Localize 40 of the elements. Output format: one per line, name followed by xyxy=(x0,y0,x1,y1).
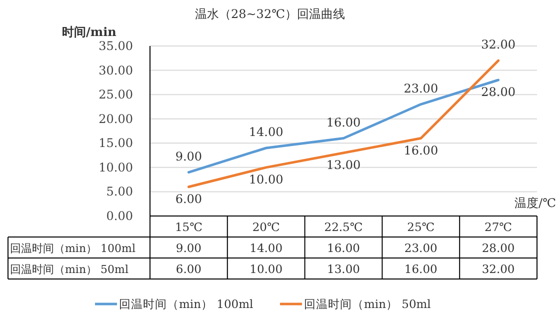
data-label: 9.00 xyxy=(176,241,202,255)
y-tick-label: 25.00 xyxy=(98,88,133,102)
data-label: 16.00 xyxy=(404,262,438,276)
y-tick-label: 20.00 xyxy=(98,112,133,126)
text: 回温时间（min） 100ml xyxy=(10,242,136,255)
text: 28.00 xyxy=(481,85,516,99)
text: 16.00 xyxy=(404,143,438,158)
data-label: 23.00 xyxy=(404,241,438,255)
x-tick-label: 15℃ xyxy=(174,220,203,234)
y-tick-label: 15.00 xyxy=(98,136,133,150)
data-label: 10.00 xyxy=(250,262,283,276)
legend-label: 回温时间（min） 50ml xyxy=(304,297,432,311)
text: 16.00 xyxy=(326,115,361,130)
data-label: 16.00 xyxy=(327,241,360,255)
y-axis-title: 时间/min xyxy=(62,25,117,39)
y-tick-label: 35.00 xyxy=(98,39,133,53)
x-axis-title: 温度/℃ xyxy=(514,196,556,210)
text: 9.00 xyxy=(175,149,202,164)
data-label: 32.00 xyxy=(482,262,515,276)
text: 14.00 xyxy=(248,125,284,139)
chart-title: 温水（28~32℃）回温曲线 xyxy=(194,7,346,21)
data-label: 14.00 xyxy=(250,241,283,255)
data-label: 6.00 xyxy=(176,262,202,276)
x-tick-label: 27℃ xyxy=(484,220,512,234)
x-tick-label: 22.5℃ xyxy=(324,220,363,234)
y-tick-label: 10.00 xyxy=(98,160,133,174)
y-tick-label: 5.00 xyxy=(106,184,133,199)
legend-label: 回温时间（min） 100ml xyxy=(119,297,254,311)
text: 23.00 xyxy=(404,81,438,96)
y-tick-label: 0.00 xyxy=(106,209,133,223)
text: 10.00 xyxy=(248,172,284,186)
text: 32.00 xyxy=(481,38,516,52)
y-tick-label: 30.00 xyxy=(98,63,133,78)
x-tick-label: 20℃ xyxy=(252,220,280,234)
text: 6.00 xyxy=(175,192,202,206)
text: 13.00 xyxy=(326,158,361,172)
x-tick-label: 25℃ xyxy=(407,220,435,234)
data-label: 13.00 xyxy=(327,262,360,276)
text: 回温时间（min） 50ml xyxy=(10,263,128,276)
data-label: 28.00 xyxy=(482,241,515,255)
